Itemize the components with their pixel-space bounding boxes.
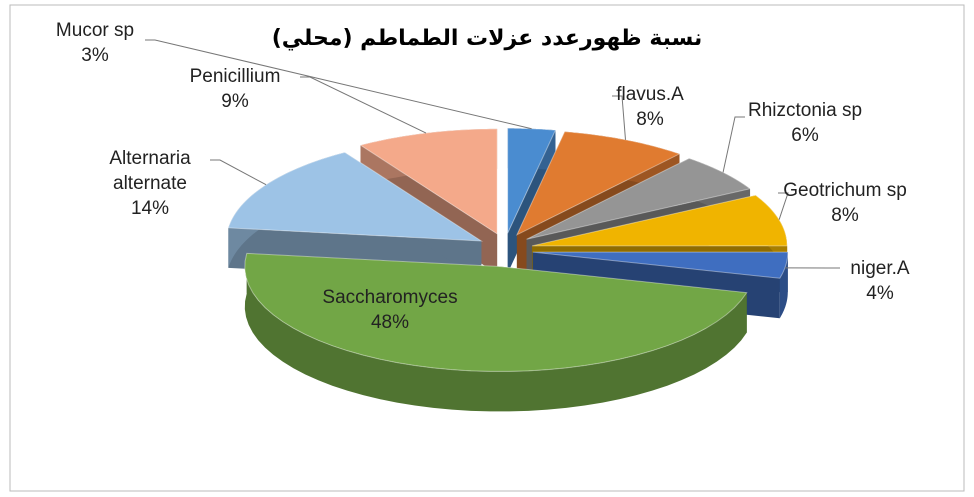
category-label: Geotrichum sp: [783, 180, 907, 201]
category-label: niger.A: [850, 258, 910, 279]
slice-side: [244, 253, 747, 412]
leader-line: [210, 159, 267, 186]
leader-line: [778, 192, 789, 220]
leader-line: [612, 95, 626, 140]
slice: [526, 157, 752, 240]
slice: [532, 251, 789, 279]
category-label: Alternaria alternate: [109, 148, 191, 194]
value-label: 3%: [81, 45, 109, 66]
slice: [507, 127, 557, 234]
category-label: Penicillium: [189, 66, 281, 87]
value-label: 8%: [831, 205, 859, 226]
slice: [244, 252, 748, 372]
value-label: 48%: [370, 312, 410, 333]
slice-side: [779, 252, 788, 319]
category-label: Rhizctonia sp: [747, 100, 863, 121]
value-label: 8%: [636, 109, 664, 130]
value-label: 6%: [791, 125, 819, 146]
value-label: 14%: [130, 198, 170, 219]
chart-title: نسبة ظهورعدد عزلات الطماطم (محلي): [271, 26, 703, 51]
category-label: Saccharomyces: [322, 287, 458, 308]
leader-line: [722, 116, 745, 173]
slice: [532, 194, 788, 247]
leader-line: [300, 76, 427, 134]
slice: [359, 128, 498, 235]
value-label: 4%: [866, 283, 894, 304]
leader-line: [145, 39, 532, 130]
value-label: 9%: [221, 91, 249, 112]
category-label: flavus.A: [616, 84, 684, 105]
category-label: Mucor sp: [55, 20, 135, 41]
